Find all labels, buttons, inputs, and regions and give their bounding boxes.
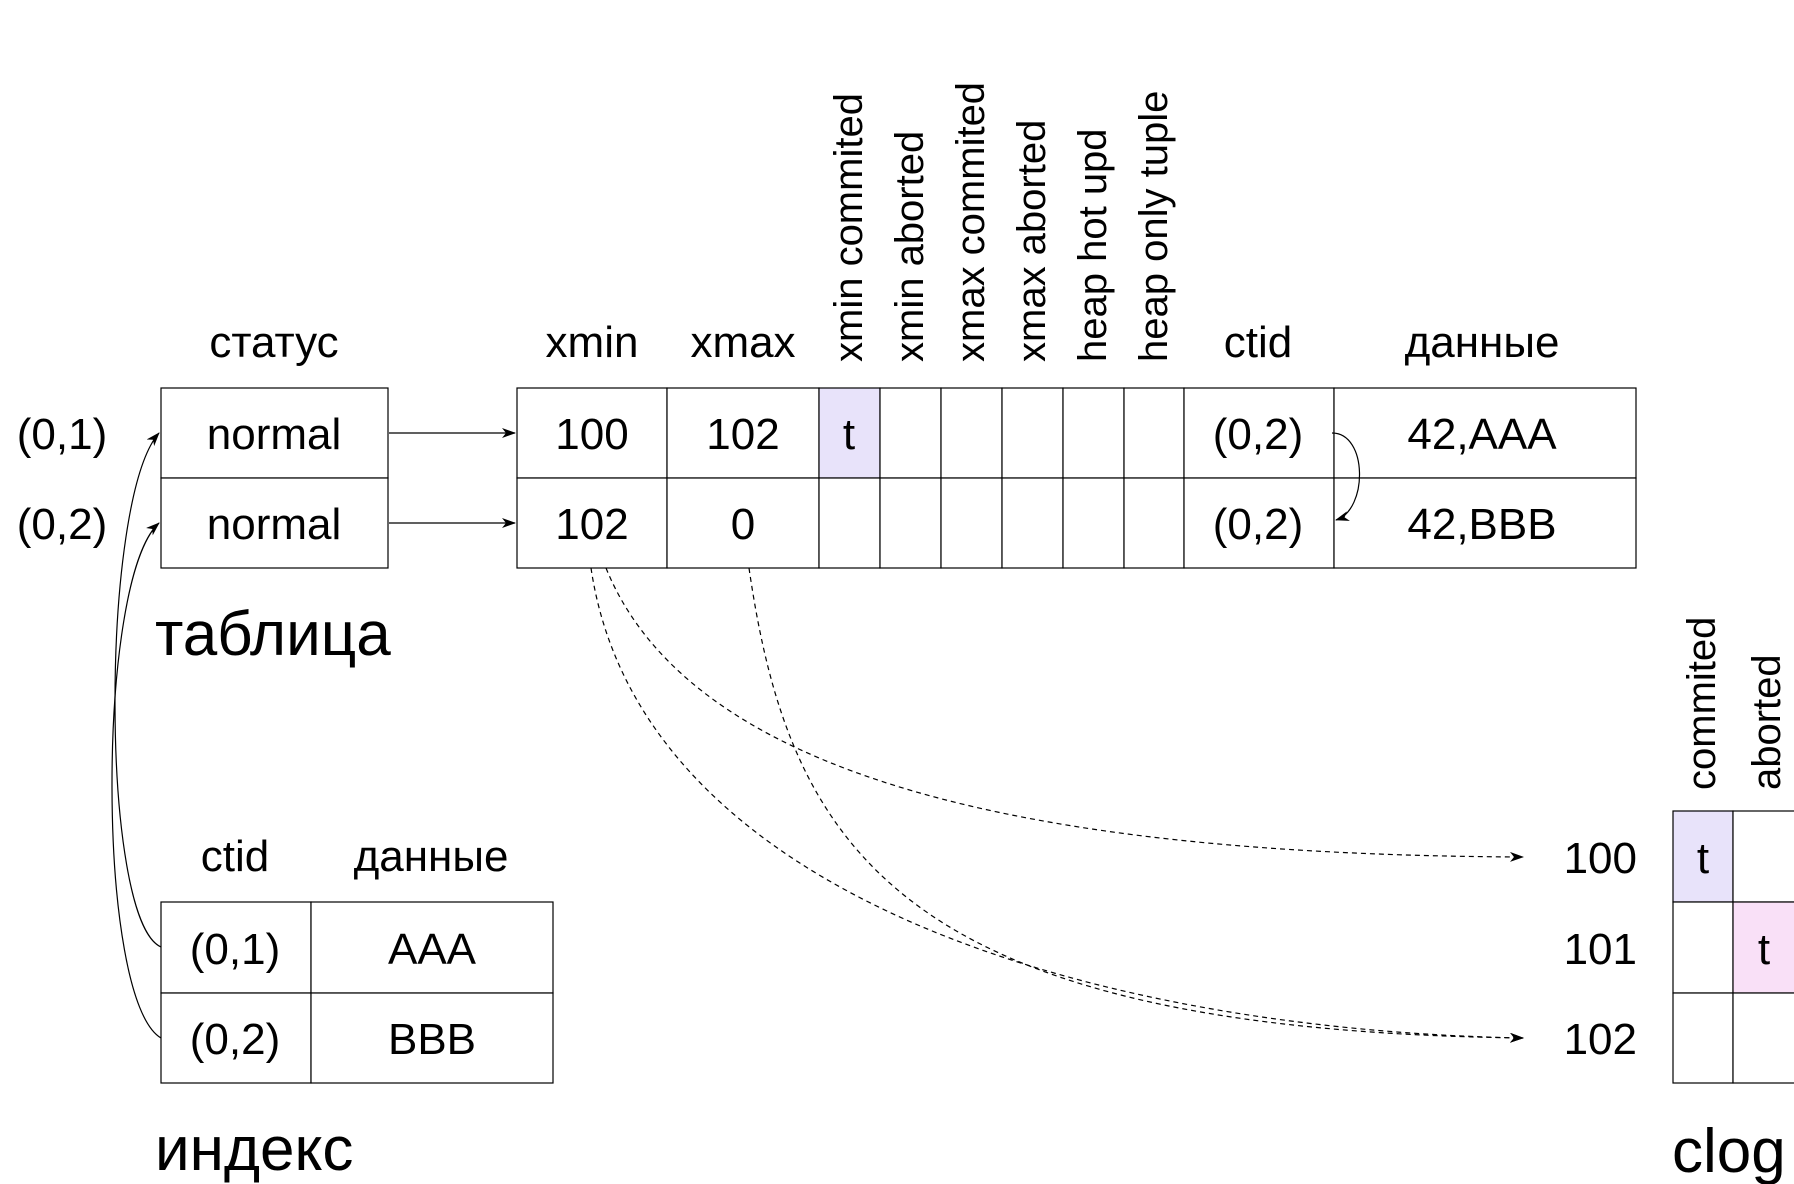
clog-header: aborted: [1745, 654, 1789, 790]
status-cell: [160, 387, 389, 479]
status-value: normal: [207, 500, 342, 549]
index-ctid-value: (0,2): [190, 1015, 280, 1064]
clog-aborted-value: t: [1758, 925, 1770, 974]
data-value: 42,AAA: [1407, 410, 1557, 459]
clog-committed-value: t: [1697, 834, 1709, 883]
status-value: normal: [207, 410, 342, 459]
clog-title: clog: [1672, 1117, 1786, 1184]
flag-cell: [1062, 387, 1125, 479]
row-pointer: (0,2): [17, 500, 107, 549]
index-title: индекс: [155, 1115, 353, 1184]
index-ctid-value: (0,1): [190, 925, 280, 974]
index-data-value: AAA: [388, 925, 477, 974]
ctid-cell: [1183, 477, 1335, 569]
clog-committed-cell: [1672, 810, 1734, 903]
flag-header: xmin commited: [827, 93, 871, 362]
clog-xid: 100: [1564, 834, 1637, 883]
flag-cell: [1001, 387, 1064, 479]
flag-cell: [879, 477, 942, 569]
flag-cell: [1123, 387, 1185, 479]
ctid-value: (0,2): [1213, 410, 1303, 459]
clog-xid: 101: [1564, 925, 1637, 974]
clog-table: commited aborted 100 101 102 t t clog: [1564, 617, 1794, 1184]
index-ctid-cell: [160, 992, 312, 1084]
clog-header: commited: [1680, 617, 1724, 790]
flag-cell: [1001, 477, 1064, 569]
flag-header: heap only tuple: [1132, 91, 1176, 362]
status-header: статус: [209, 318, 338, 367]
xmin-value: 100: [555, 410, 628, 459]
xmax-cell: [666, 477, 820, 569]
table-title: таблица: [155, 600, 391, 669]
xmin-cell: [516, 387, 668, 479]
xmax-cell: [666, 387, 820, 479]
clog-committed-cell: [1672, 992, 1734, 1084]
ctid-chain-arrow: [1331, 432, 1361, 521]
index-data-cell: [310, 901, 554, 994]
data-cell: [1333, 477, 1637, 569]
xmax-to-clog-arrow: [748, 567, 1524, 1043]
clog-aborted-cell: [1732, 992, 1794, 1084]
index-data-header: данные: [354, 832, 509, 881]
data-header: данные: [1405, 318, 1560, 367]
xmin-to-clog-arrow: [605, 567, 1524, 862]
index-ctid-header: ctid: [201, 832, 269, 881]
flag-cell: [1123, 477, 1185, 569]
ctid-header: ctid: [1224, 318, 1292, 367]
index-to-pointer-arrow: [114, 432, 162, 948]
flag-cell: [879, 387, 942, 479]
xmin-to-clog-arrow: [590, 567, 1524, 1043]
flag-value: t: [843, 410, 855, 459]
flag-header: xmax aborted: [1010, 120, 1054, 362]
clog-aborted-cell: [1732, 901, 1794, 994]
xmin-cell: [516, 477, 668, 569]
flag-cell: [940, 477, 1003, 569]
xmax-header: xmax: [690, 318, 795, 367]
clog-aborted-cell: [1732, 810, 1794, 903]
row-pointer: (0,1): [17, 410, 107, 459]
flag-cell: [818, 477, 881, 569]
xmax-value: 0: [731, 500, 755, 549]
xmax-value: 102: [706, 410, 779, 459]
xmin-header: xmin: [546, 318, 639, 367]
heap-table: статус normal normal (0,1) (0,2) xmin xm…: [17, 82, 1637, 669]
xmin-value: 102: [555, 500, 628, 549]
clog-committed-cell: [1672, 901, 1734, 994]
index-ctid-cell: [160, 901, 312, 994]
ctid-value: (0,2): [1213, 500, 1303, 549]
flag-header: xmin aborted: [888, 131, 932, 362]
clog-xid: 102: [1564, 1015, 1637, 1064]
flag-header: xmax commited: [949, 82, 993, 362]
data-value: 42,BBB: [1407, 500, 1556, 549]
flag-header: heap hot upd: [1071, 128, 1115, 362]
flag-cell: [940, 387, 1003, 479]
index-table: ctid данные (0,1) AAA (0,2) BBB индекс: [155, 832, 554, 1184]
index-to-pointer-arrow: [111, 522, 162, 1039]
status-cell: [160, 477, 389, 569]
connectors: [111, 428, 1524, 1043]
index-data-cell: [310, 992, 554, 1084]
flag-cell: [1062, 477, 1125, 569]
index-data-value: BBB: [388, 1015, 476, 1064]
ctid-cell: [1183, 387, 1335, 479]
